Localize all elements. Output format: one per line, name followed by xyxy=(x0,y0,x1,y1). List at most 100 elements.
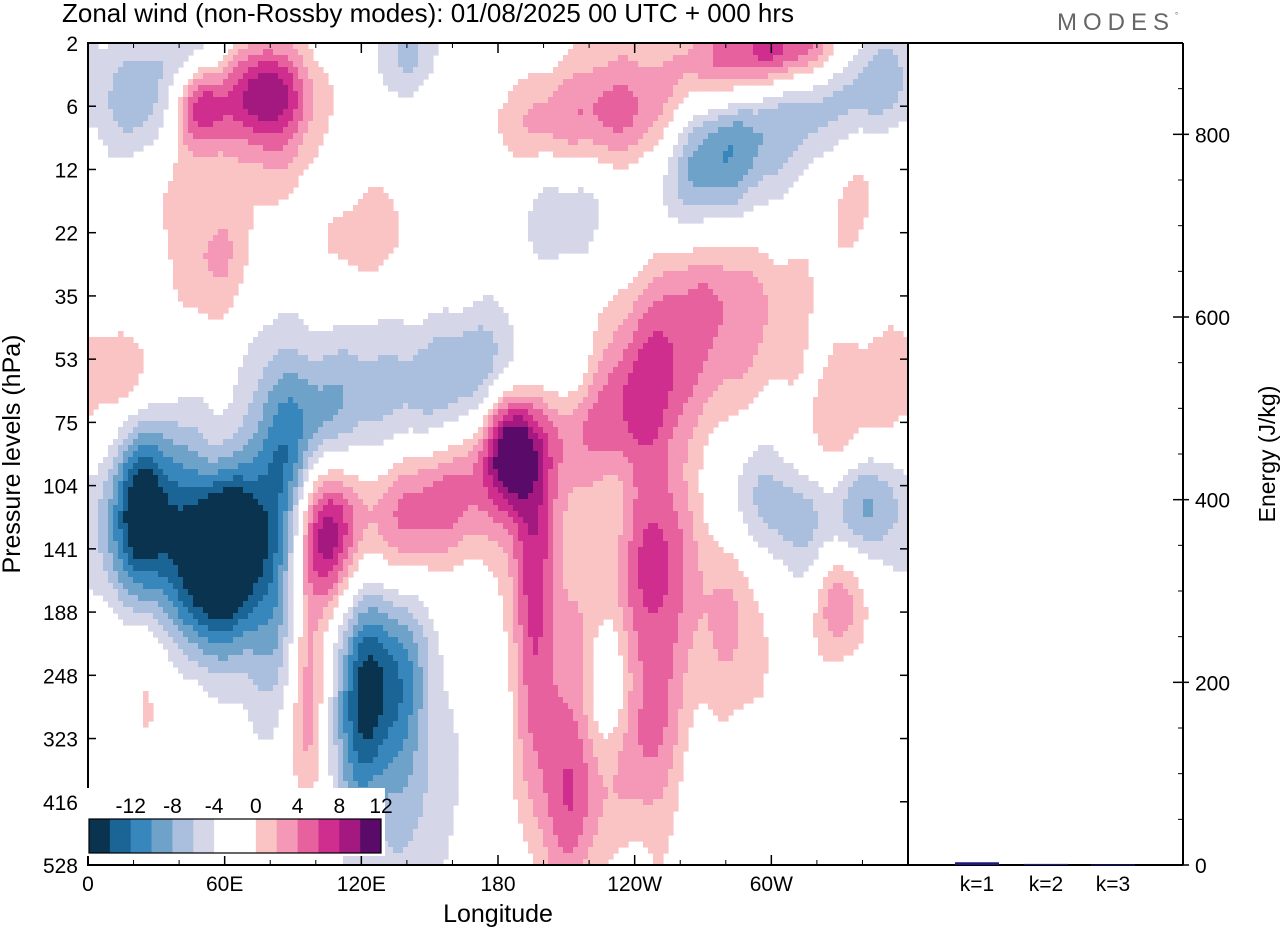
heatmap-cell xyxy=(358,355,364,362)
heatmap-cell xyxy=(788,259,794,266)
heatmap-cell xyxy=(553,211,559,218)
heatmap-cell xyxy=(688,343,694,350)
heatmap-cell xyxy=(108,91,114,98)
heatmap-cell xyxy=(698,193,704,200)
heatmap-cell xyxy=(683,139,689,146)
heatmap-cell xyxy=(663,355,669,362)
heatmap-cell xyxy=(243,157,249,164)
heatmap-cell xyxy=(653,73,659,80)
heatmap-cell xyxy=(853,367,859,374)
heatmap-cell xyxy=(383,235,389,242)
heatmap-cell xyxy=(278,169,284,176)
heatmap-cell xyxy=(863,67,869,74)
heatmap-cell xyxy=(738,163,744,170)
heatmap-cell xyxy=(678,91,684,98)
heatmap-cell xyxy=(268,349,274,356)
heatmap-cell xyxy=(603,157,609,164)
heatmap-cell xyxy=(598,379,604,386)
heatmap-cell xyxy=(168,199,174,206)
heatmap-cell xyxy=(528,115,534,122)
heatmap-cell xyxy=(248,169,254,176)
heatmap-cell xyxy=(323,343,329,350)
heatmap-cell xyxy=(808,289,814,296)
heatmap-cell xyxy=(498,127,504,134)
heatmap-cell xyxy=(233,127,239,134)
heatmap-cell xyxy=(368,349,374,356)
heatmap-cell xyxy=(528,235,534,242)
heatmap-cell xyxy=(678,85,684,92)
heatmap-cell xyxy=(388,235,394,242)
heatmap-cell xyxy=(648,361,654,368)
heatmap-cell xyxy=(693,79,699,86)
heatmap-cell xyxy=(158,91,164,98)
heatmap-cell xyxy=(503,133,509,140)
heatmap-cell xyxy=(548,199,554,206)
heatmap-cell xyxy=(243,121,249,128)
heatmap-cell xyxy=(848,367,854,374)
heatmap-cell xyxy=(663,385,669,392)
heatmap-cell xyxy=(848,127,854,134)
heatmap-cell xyxy=(308,379,314,386)
heatmap-cell xyxy=(438,349,444,356)
heatmap-cell xyxy=(408,343,414,350)
heatmap-cell xyxy=(263,163,269,170)
heatmap-cell xyxy=(498,109,504,116)
heatmap-cell xyxy=(268,379,274,386)
heatmap-cell xyxy=(273,133,279,140)
heatmap-cell xyxy=(658,85,664,92)
heatmap-cell xyxy=(663,43,669,50)
heatmap-cell xyxy=(653,367,659,374)
heatmap-cell xyxy=(673,67,679,74)
heatmap-cell xyxy=(888,385,894,392)
heatmap-cell xyxy=(768,337,774,344)
heatmap-cell xyxy=(648,343,654,350)
heatmap-cell xyxy=(193,271,199,278)
heatmap-cell xyxy=(663,67,669,74)
heatmap-cell xyxy=(788,61,794,68)
heatmap-cell xyxy=(738,367,744,374)
heatmap-cell xyxy=(828,79,834,86)
heatmap-cell xyxy=(793,325,799,332)
heatmap-cell xyxy=(848,67,854,74)
heatmap-cell xyxy=(678,373,684,380)
heatmap-cell xyxy=(518,121,524,128)
heatmap-cell xyxy=(873,373,879,380)
heatmap-cell xyxy=(193,121,199,128)
heatmap-cell xyxy=(738,103,744,110)
heatmap-cell xyxy=(618,133,624,140)
heatmap-cell xyxy=(303,379,309,386)
heatmap-cell xyxy=(713,175,719,182)
heatmap-cell xyxy=(593,361,599,368)
heatmap-cell xyxy=(718,181,724,188)
heatmap-cell xyxy=(253,343,259,350)
heatmap-cell xyxy=(693,205,699,212)
heatmap-cell xyxy=(443,319,449,326)
heatmap-cell xyxy=(633,43,639,50)
heatmap-cell xyxy=(708,319,714,326)
heatmap-cell xyxy=(763,361,769,368)
heatmap-cell xyxy=(208,307,214,314)
heatmap-cell xyxy=(298,151,304,158)
heatmap-cell xyxy=(853,373,859,380)
heatmap-cell xyxy=(118,55,124,62)
heatmap-cell xyxy=(538,241,544,248)
heatmap-cell xyxy=(668,211,674,218)
heatmap-cell xyxy=(508,331,514,338)
heatmap-cell xyxy=(268,373,274,380)
heatmap-cell xyxy=(638,79,644,86)
heatmap-cell xyxy=(658,133,664,140)
heatmap-cell xyxy=(283,169,289,176)
heatmap-cell xyxy=(808,283,814,290)
heatmap-cell xyxy=(753,133,759,140)
heatmap-cell xyxy=(758,385,764,392)
heatmap-cell xyxy=(253,199,259,206)
heatmap-cell xyxy=(903,115,908,122)
heatmap-cell xyxy=(828,361,834,368)
heatmap-cell xyxy=(678,361,684,368)
heatmap-cell xyxy=(728,133,734,140)
heatmap-cell xyxy=(668,115,674,122)
heatmap-cell xyxy=(678,157,684,164)
heatmap-cell xyxy=(418,79,424,86)
heatmap-cell xyxy=(858,91,864,98)
heatmap-cell xyxy=(693,151,699,158)
